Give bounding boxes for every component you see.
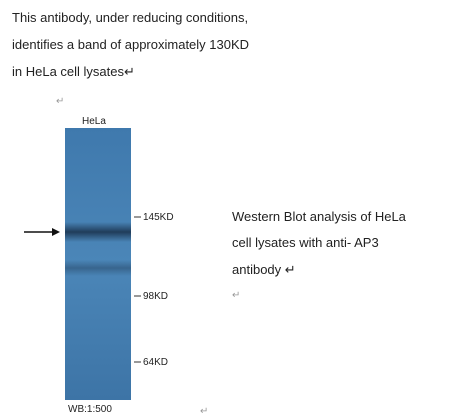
band	[65, 222, 131, 242]
intro-line: in HeLa cell lysates↵	[12, 64, 135, 80]
lane-label: HeLa	[82, 114, 106, 130]
intro-line: identifies a band of approximately 130KD	[12, 37, 249, 53]
caption-line: Western Blot analysis of HeLa	[232, 209, 406, 225]
return-mark: ↵	[232, 288, 240, 304]
marker-label: 98KD	[143, 289, 168, 305]
marker-label: 64KD	[143, 355, 168, 371]
arrow-head	[52, 228, 60, 236]
caption-line: cell lysates with anti- AP3	[232, 235, 379, 251]
return-mark: ↵	[200, 404, 208, 420]
blot-footer: WB:1:500	[68, 402, 112, 418]
return-mark: ↵	[56, 94, 64, 110]
faint-band	[65, 260, 131, 276]
marker-label: 145KD	[143, 210, 174, 226]
intro-line: This antibody, under reducing conditions…	[12, 10, 248, 26]
page: {"intro": {"lines": ["This antibody, und…	[0, 0, 473, 419]
caption-line: antibody ↵	[232, 262, 296, 278]
